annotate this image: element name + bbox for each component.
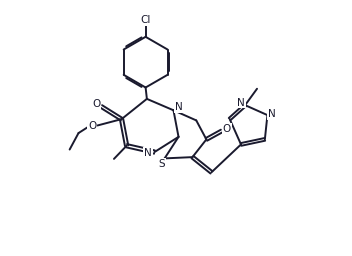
Text: N: N xyxy=(175,102,183,112)
Text: S: S xyxy=(159,159,165,169)
Text: O: O xyxy=(88,121,96,131)
Text: Cl: Cl xyxy=(140,15,151,25)
Text: O: O xyxy=(222,124,231,134)
Text: N: N xyxy=(144,148,152,158)
Text: N: N xyxy=(268,109,276,119)
Text: N: N xyxy=(238,98,245,108)
Text: O: O xyxy=(92,99,100,109)
